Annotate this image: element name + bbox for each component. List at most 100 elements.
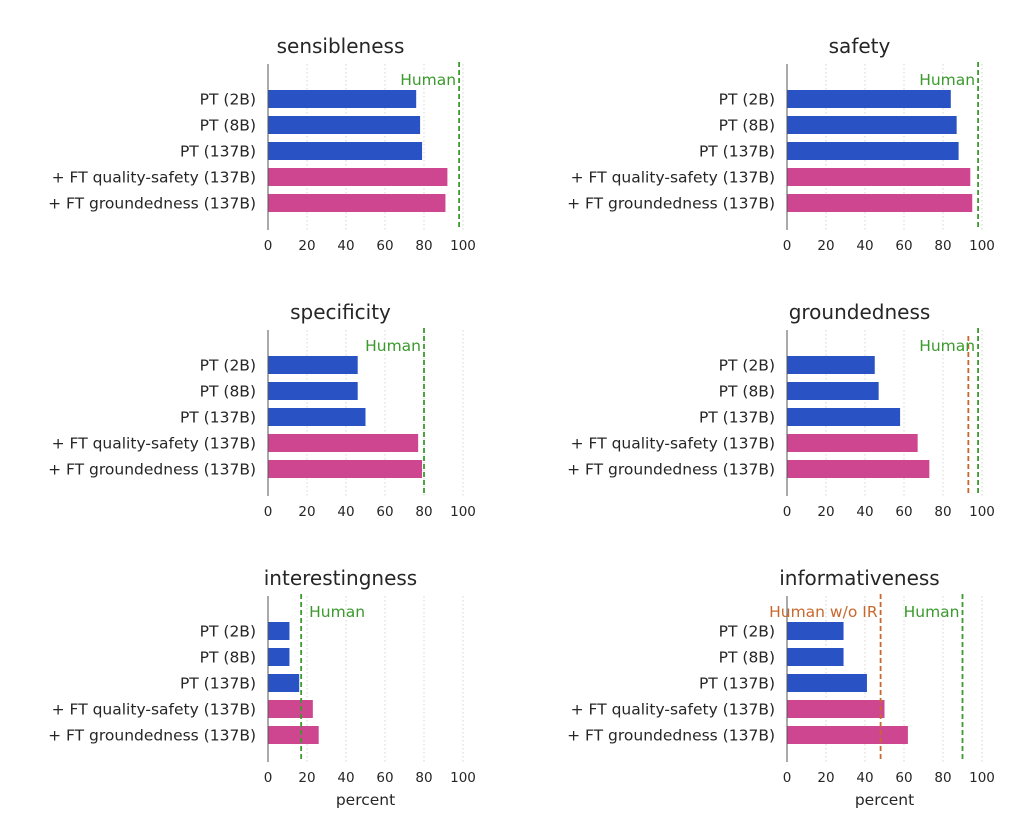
category-label: PT (137B) <box>180 143 256 161</box>
category-label: + FT quality-safety (137B) <box>52 435 256 453</box>
x-tick-label: 20 <box>817 770 834 786</box>
category-label: + FT quality-safety (137B) <box>571 169 775 187</box>
x-tick-label: 0 <box>783 504 792 520</box>
x-tick-label: 20 <box>298 770 315 786</box>
x-tick-label: 40 <box>856 238 873 254</box>
category-label: PT (8B) <box>200 649 256 667</box>
bar <box>268 408 366 426</box>
bar <box>787 194 973 212</box>
x-tick-label: 100 <box>969 504 995 520</box>
x-tick-label: 80 <box>934 238 951 254</box>
bar <box>268 168 448 186</box>
bar <box>787 168 971 186</box>
chart-title: specificity <box>290 300 391 324</box>
category-label: PT (137B) <box>180 409 256 427</box>
x-tick-label: 100 <box>969 770 995 786</box>
category-label: PT (137B) <box>699 409 775 427</box>
x-axis-label: percent <box>855 791 914 809</box>
bar <box>787 700 885 718</box>
category-label: + FT groundedness (137B) <box>567 461 775 479</box>
x-tick-label: 60 <box>895 504 912 520</box>
panel-groundedness: PT (2B) PT (8B) PT (137B) + FT quality-safe… <box>567 300 995 520</box>
x-tick-label: 0 <box>783 770 792 786</box>
x-tick-label: 0 <box>264 504 273 520</box>
category-label: PT (2B) <box>719 357 775 375</box>
bar <box>268 674 300 692</box>
x-tick-label: 60 <box>895 770 912 786</box>
bar <box>787 90 951 108</box>
x-tick-label: 0 <box>264 238 273 254</box>
category-label: + FT groundedness (137B) <box>48 461 256 479</box>
chart-title: sensibleness <box>277 34 405 58</box>
bar <box>268 194 446 212</box>
bar <box>787 116 957 134</box>
reference-line-label: Human <box>919 337 975 355</box>
bar <box>787 726 908 744</box>
reference-line-label: Human <box>904 603 960 621</box>
bar <box>787 622 844 640</box>
bar <box>787 356 875 374</box>
x-tick-label: 60 <box>895 238 912 254</box>
bar <box>787 674 867 692</box>
x-tick-label: 60 <box>376 238 393 254</box>
bar <box>787 382 879 400</box>
x-tick-label: 100 <box>450 770 476 786</box>
reference-line-label: Human <box>400 71 456 89</box>
bar <box>268 460 423 478</box>
x-axis-label: percent <box>336 791 395 809</box>
chart-title: interestingness <box>264 566 417 590</box>
category-label: PT (8B) <box>719 649 775 667</box>
x-tick-label: 40 <box>337 238 354 254</box>
bar <box>268 356 358 374</box>
reference-line-label: Human w/o IR <box>769 603 878 621</box>
bar <box>268 90 417 108</box>
x-tick-label: 40 <box>856 770 873 786</box>
category-label: PT (137B) <box>180 675 256 693</box>
chart-title: safety <box>829 34 891 58</box>
bar <box>268 434 419 452</box>
bar <box>787 460 930 478</box>
x-tick-label: 20 <box>298 238 315 254</box>
panel-safety: PT (2B) PT (8B) PT (137B) + FT quality-safe… <box>567 34 995 254</box>
bar <box>268 116 421 134</box>
chart-title: groundedness <box>789 300 931 324</box>
x-tick-label: 80 <box>934 504 951 520</box>
category-label: + FT groundedness (137B) <box>567 727 775 745</box>
panel-sensibleness: PT (2B) PT (8B) PT (137B) + FT quality-safe… <box>48 34 476 254</box>
x-tick-label: 60 <box>376 770 393 786</box>
category-label: PT (137B) <box>699 143 775 161</box>
category-label: + FT groundedness (137B) <box>48 727 256 745</box>
bar <box>268 622 290 640</box>
category-label: PT (8B) <box>719 383 775 401</box>
x-tick-label: 60 <box>376 504 393 520</box>
bar <box>787 648 844 666</box>
category-label: PT (2B) <box>200 91 256 109</box>
x-tick-label: 100 <box>450 238 476 254</box>
panel-interestingness: PT (2B) PT (8B) PT (137B) + FT quality-safe… <box>48 566 476 809</box>
reference-line-label: Human <box>309 603 365 621</box>
x-tick-label: 20 <box>817 504 834 520</box>
panel-specificity: PT (2B) PT (8B) PT (137B) + FT quality-safe… <box>48 300 476 520</box>
panel-informativeness: PT (2B) PT (8B) PT (137B) + FT quality-safe… <box>567 566 995 809</box>
x-tick-label: 100 <box>450 504 476 520</box>
bar <box>787 434 918 452</box>
bar <box>268 648 290 666</box>
category-label: PT (2B) <box>719 91 775 109</box>
category-label: PT (2B) <box>719 623 775 641</box>
bar <box>268 142 423 160</box>
x-tick-label: 20 <box>298 504 315 520</box>
category-label: PT (137B) <box>699 675 775 693</box>
x-tick-label: 80 <box>934 770 951 786</box>
category-label: PT (8B) <box>200 383 256 401</box>
category-label: + FT quality-safety (137B) <box>571 435 775 453</box>
bar <box>268 726 319 744</box>
x-tick-label: 40 <box>337 504 354 520</box>
category-label: + FT quality-safety (137B) <box>52 701 256 719</box>
category-label: PT (8B) <box>200 117 256 135</box>
x-tick-label: 80 <box>415 770 432 786</box>
category-label: PT (2B) <box>200 357 256 375</box>
x-tick-label: 40 <box>337 770 354 786</box>
bar <box>268 382 358 400</box>
category-label: + FT groundedness (137B) <box>567 195 775 213</box>
